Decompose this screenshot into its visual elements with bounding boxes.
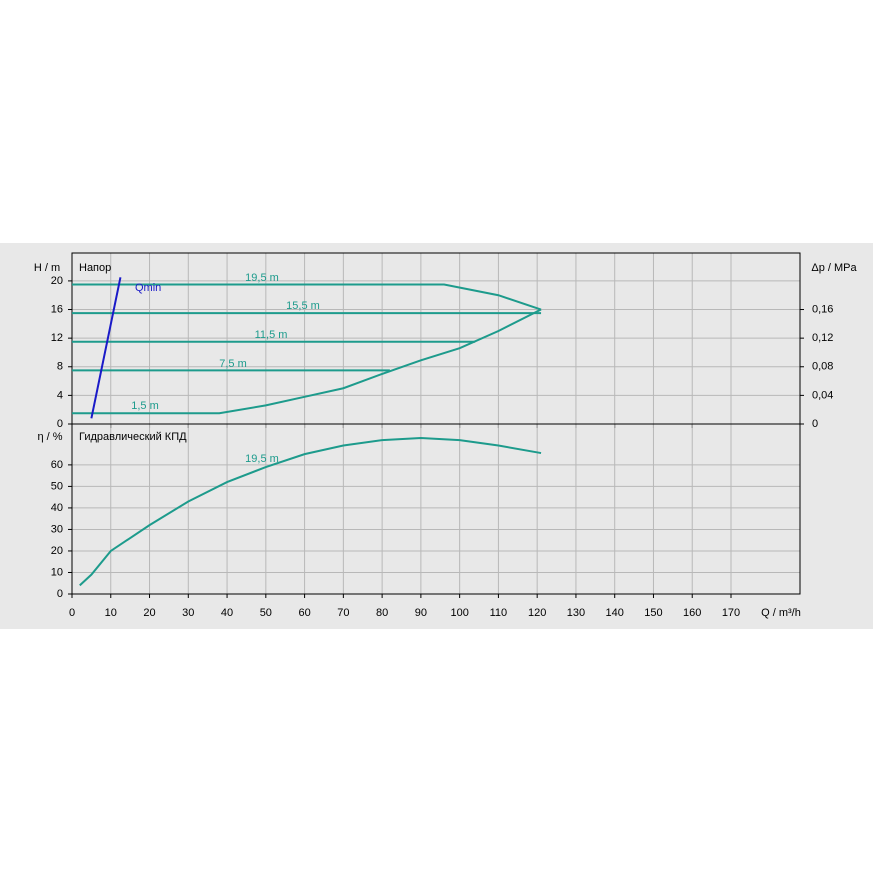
x-tick-label: 90 [415,607,427,619]
x-tick-label: 150 [644,607,662,619]
y-tick-label: 10 [51,566,63,578]
x-tick-label: 120 [528,607,546,619]
series-label: 11,5 m [255,329,288,341]
x-tick-label: 100 [450,607,468,619]
series-line [90,277,122,419]
y2-tick-label: 0,12 [812,332,833,344]
x-tick-label: 60 [298,607,310,619]
x-tick-label: 70 [337,607,349,619]
x-tick-label: 140 [606,607,624,619]
x-tick-label: 10 [105,607,117,619]
series-line [79,436,542,587]
y-tick-label: 0 [57,588,63,600]
y-tick-label: 40 [51,502,63,514]
y-tick-label: 12 [51,332,63,344]
series-label: 1,5 m [131,400,159,412]
x-tick-label: 110 [490,607,508,619]
y-axis-label: η / % [37,431,62,443]
y2-tick-label: 0 [812,418,818,430]
y-tick-label: 60 [51,459,63,471]
y-tick-label: 4 [57,389,63,401]
x-tick-label: 20 [143,607,155,619]
y-tick-label: 8 [57,361,63,373]
x-tick-label: 80 [376,607,388,619]
plot-frame [71,423,801,595]
x-tick-label: 0 [69,607,75,619]
x-tick-label: 160 [683,607,701,619]
y-tick-label: 16 [51,303,63,315]
series-line [72,308,542,415]
y-tick-label: 30 [51,523,63,535]
x-tick-label: 40 [221,607,233,619]
x-axis-label: Q / m³/h [761,607,801,619]
panel-title: Гидравлический КПД [79,431,187,443]
series-label: 7,5 m [219,358,247,370]
y-tick-label: 20 [51,275,63,287]
series-label: Qmin [135,282,161,294]
x-tick-label: 130 [567,607,585,619]
x-tick-label: 50 [260,607,272,619]
y2-tick-label: 0,16 [812,303,833,315]
y2-axis-label: Δp / MPa [811,262,857,274]
layer: 0 4 8 12 16 20 0 0,04 0,08 0,12 0,16 19,5 m 15,5 m 11… [51,252,833,619]
panel-title: Напор [79,262,111,274]
x-tick-label: 170 [722,607,740,619]
series-label: 15,5 m [286,300,320,312]
series-label: 19,5 m [245,453,279,465]
y-tick-label: 0 [57,418,63,430]
series-label: 19,5 m [245,272,279,284]
x-tick-label: 30 [182,607,194,619]
y2-tick-label: 0,08 [812,361,833,373]
series-line [72,283,542,311]
y-axis-label: H / m [34,262,60,274]
y-tick-label: 20 [51,545,63,557]
y-tick-label: 50 [51,480,63,492]
y2-tick-label: 0,04 [812,389,833,401]
